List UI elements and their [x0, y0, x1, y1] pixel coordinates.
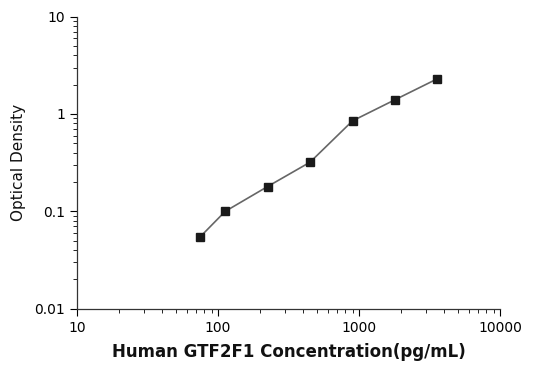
X-axis label: Human GTF2F1 Concentration(pg/mL): Human GTF2F1 Concentration(pg/mL)	[111, 343, 465, 361]
Y-axis label: Optical Density: Optical Density	[11, 104, 26, 221]
